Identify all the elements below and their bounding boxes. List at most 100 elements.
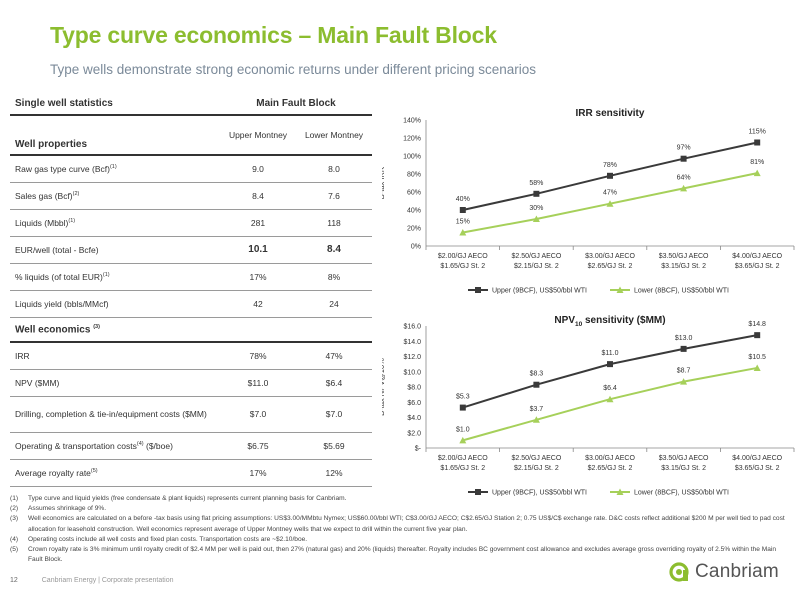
- x-tick-label: $3.15/GJ St. 2: [661, 263, 706, 270]
- y-tick-label: $16.0: [403, 324, 421, 331]
- npv-sensitivity-chart: NPV10 sensitivity ($MM) B-tax NPV@10% $- $2…: [382, 315, 795, 497]
- upper-montney-value: $11.0: [220, 369, 296, 397]
- table-row: Drilling, completion & tie-in/equipment …: [10, 396, 372, 433]
- footnote-number: (3): [10, 515, 19, 523]
- y-tick-label: $14.0: [403, 339, 421, 346]
- x-tick-label: $2.50/GJ AECO: [511, 253, 561, 260]
- data-label: 40%: [456, 196, 470, 203]
- y-tick-label: $4.0: [407, 415, 421, 422]
- well-economics-header-row: Well economics (3): [10, 317, 372, 343]
- footnote-ref: (2): [72, 190, 80, 197]
- data-label: $6.4: [603, 385, 617, 392]
- x-tick-label: $3.50/GJ AECO: [659, 455, 709, 462]
- x-tick-label: $3.65/GJ St. 2: [735, 263, 780, 270]
- x-tick-label: $3.65/GJ St. 2: [735, 465, 780, 472]
- irr-sensitivity-chart: IRR sensitivity B-tax IRR 0% 20% 40% 60% 80% 10…: [382, 108, 795, 295]
- data-point-lower: [459, 436, 467, 444]
- page-number: 12: [10, 577, 18, 584]
- table-row: Average royalty rate(5) 17% 12%: [10, 459, 372, 487]
- row-label: Average royalty rate(5): [10, 459, 220, 487]
- canbriam-logo: Canbriam: [668, 561, 779, 583]
- footer-company: Canbriam Energy | Corporate presentation: [41, 577, 174, 584]
- footnote-text: Well economics are calculated on a befor…: [28, 515, 785, 533]
- chart-title-rest: sensitivity ($MM): [582, 315, 665, 326]
- upper-montney-value: 17%: [220, 263, 296, 291]
- data-point-upper: [754, 139, 761, 146]
- upper-montney-value: 9.0: [220, 155, 296, 183]
- lower-montney-value: $6.4: [296, 369, 372, 397]
- y-axis-label: B-tax NPV@10%: [382, 358, 386, 416]
- data-point-upper: [459, 404, 466, 411]
- lower-montney-value: 8.4: [296, 236, 372, 264]
- table-row: EUR/well (total - Bcfe) 10.1 8.4: [10, 236, 372, 264]
- lower-montney-value: 47%: [296, 342, 372, 370]
- well-economics-header: Well economics (3): [10, 317, 220, 343]
- table-group-header: Main Fault Block: [220, 93, 372, 116]
- x-tick-label: $2.50/GJ AECO: [511, 455, 561, 462]
- data-label: 115%: [749, 129, 766, 136]
- row-label-text: % liquids (of total EUR): [15, 271, 103, 282]
- data-point-lower: [680, 378, 688, 385]
- table-row: Raw gas type curve (Bcf)(1) 9.0 8.0: [10, 155, 372, 183]
- page-title: Type curve economics – Main Fault Block: [50, 22, 497, 48]
- lower-montney-value: 118: [296, 209, 372, 237]
- lower-montney-header: Lower Montney: [296, 115, 372, 156]
- y-axis-label: B-tax IRR: [382, 166, 386, 199]
- table-row: IRR 78% 47%: [10, 342, 372, 370]
- table-section-title: Single well statistics: [10, 93, 220, 116]
- upper-montney-value: 8.4: [220, 182, 296, 210]
- x-tick-label: $2.65/GJ St. 2: [588, 263, 633, 270]
- page-subtitle: Type wells demonstrate strong economic r…: [50, 62, 536, 77]
- data-point-upper: [680, 345, 687, 352]
- y-tick-label: 80%: [407, 172, 421, 179]
- empty-cell: [296, 317, 372, 343]
- upper-montney-value: $7.0: [220, 396, 296, 433]
- footnote-ref: (1): [109, 163, 117, 170]
- footnote-ref: (4): [136, 440, 144, 447]
- x-tick-label: $2.15/GJ St. 2: [514, 263, 559, 270]
- chart-title-subscript: 10: [575, 321, 583, 328]
- legend-label: Lower (8BCF), US$50/bbl WTI: [634, 490, 729, 497]
- footnote-number: (2): [10, 505, 19, 513]
- data-label: $5.3: [456, 394, 470, 401]
- y-tick-label: $8.0: [407, 385, 421, 392]
- row-label-text: Operating & transportation costs: [15, 440, 137, 451]
- data-point-lower: [606, 395, 614, 403]
- row-label-text: Liquids (Mbbl): [15, 217, 69, 228]
- data-point-upper: [607, 361, 613, 368]
- x-tick-label: $2.65/GJ St. 2: [588, 465, 633, 472]
- row-label: % liquids (of total EUR)(1): [10, 263, 220, 291]
- well-properties-header: Well properties: [10, 115, 220, 156]
- table-row: NPV ($MM) $11.0 $6.4: [10, 369, 372, 397]
- legend-marker: [475, 489, 481, 495]
- data-point-lower: [532, 416, 540, 423]
- row-label: IRR: [10, 342, 220, 370]
- data-label: 58%: [529, 180, 543, 187]
- y-tick-label: 40%: [407, 208, 421, 215]
- data-label: $13.0: [675, 335, 693, 342]
- footer: 12 Canbriam Energy | Corporate presentat…: [10, 577, 174, 584]
- row-label-text: Drilling, completion & tie-in/equipment …: [15, 408, 207, 419]
- data-point-lower: [606, 200, 614, 207]
- legend-label: Lower (8BCF), US$50/bbl WTI: [634, 288, 729, 295]
- lower-montney-value: 12%: [296, 459, 372, 487]
- footnote-number: (1): [10, 495, 19, 502]
- data-point-lower: [459, 229, 467, 236]
- data-point-upper: [533, 381, 540, 388]
- logo-text: Canbriam: [695, 561, 779, 582]
- x-tick-label: $2.00/GJ AECO: [438, 253, 488, 260]
- lower-montney-value: $5.69: [296, 432, 372, 460]
- footnote-ref: (3): [93, 323, 100, 330]
- upper-montney-value: $6.75: [220, 432, 296, 460]
- upper-montney-value: 281: [220, 209, 296, 237]
- data-label: $10.5: [748, 354, 766, 361]
- data-label: 81%: [750, 159, 764, 166]
- y-tick-label: $-: [415, 446, 422, 453]
- footnote: (2) Assumes shrinkage of 9%.: [10, 504, 790, 514]
- lower-montney-value: $7.0: [296, 396, 372, 433]
- empty-cell: [220, 317, 296, 343]
- upper-montney-header: Upper Montney: [220, 115, 296, 156]
- x-tick-label: $4.00/GJ AECO: [732, 455, 782, 462]
- row-label-suffix: ($/boe): [143, 440, 173, 451]
- x-tick-label: $3.50/GJ AECO: [659, 253, 709, 260]
